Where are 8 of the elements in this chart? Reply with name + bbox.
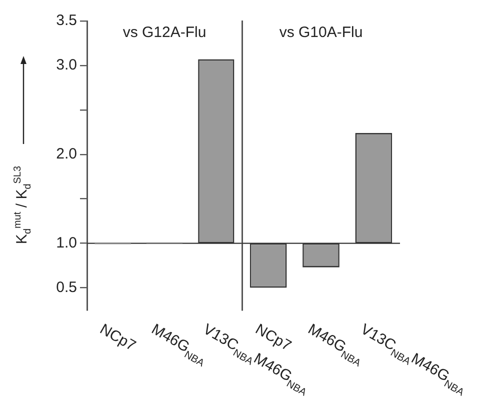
y-tick-label: 1.0 xyxy=(56,234,77,252)
chart-title: vs G12A-Flu xyxy=(122,24,206,41)
x-tick-label: NCp7 xyxy=(96,320,139,355)
y-tick-label: 3.5 xyxy=(56,12,77,30)
y-tick-label: 3.0 xyxy=(56,56,77,74)
y-tick-label: 2.0 xyxy=(56,146,77,163)
y-tick-label: 0.5 xyxy=(56,278,77,296)
chart-title: vs G10A-Flu xyxy=(279,24,363,41)
